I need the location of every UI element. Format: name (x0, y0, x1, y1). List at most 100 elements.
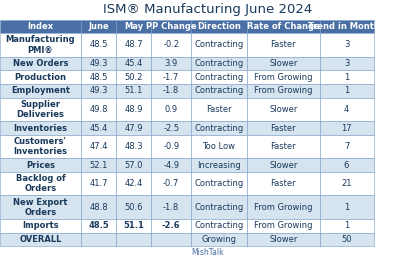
Bar (247, 121, 320, 135)
Text: Supplier
Deliveries: Supplier Deliveries (17, 100, 64, 119)
Text: June: June (88, 22, 109, 31)
Bar (0, 158, 81, 172)
Bar (0, 135, 81, 158)
Bar (0, 84, 81, 98)
Bar (81, 196, 116, 219)
Bar (151, 121, 191, 135)
Bar (151, 98, 191, 121)
Bar (151, 33, 191, 57)
Text: Faster: Faster (271, 41, 296, 49)
Bar (247, 196, 320, 219)
Bar (191, 70, 247, 84)
Text: OVERALL: OVERALL (19, 235, 62, 244)
Text: Faster: Faster (271, 179, 296, 188)
Bar (116, 135, 151, 158)
Text: Contracting: Contracting (194, 86, 244, 95)
Text: 1: 1 (344, 86, 349, 95)
Text: 4: 4 (344, 105, 349, 114)
Text: Imports: Imports (22, 221, 59, 230)
Bar (0, 70, 81, 84)
Text: From Growing: From Growing (254, 203, 312, 212)
Bar (320, 33, 374, 57)
Text: 48.8: 48.8 (89, 203, 108, 212)
Bar (247, 57, 320, 70)
Bar (116, 84, 151, 98)
Text: 47.9: 47.9 (124, 124, 143, 133)
Text: 49.8: 49.8 (89, 105, 108, 114)
Text: MishTalk: MishTalk (191, 248, 224, 257)
Text: Contracting: Contracting (194, 179, 244, 188)
Text: 41.7: 41.7 (89, 179, 108, 188)
Bar (151, 158, 191, 172)
Bar (320, 219, 374, 233)
Bar (247, 135, 320, 158)
Bar (0, 57, 81, 70)
Text: Increasing: Increasing (197, 161, 241, 170)
Text: 3.9: 3.9 (165, 59, 178, 68)
Bar (247, 158, 320, 172)
Text: Slower: Slower (269, 235, 298, 244)
Text: Faster: Faster (271, 142, 296, 151)
Bar (320, 158, 374, 172)
Text: Employment: Employment (11, 86, 70, 95)
Text: -4.9: -4.9 (163, 161, 179, 170)
Bar (116, 121, 151, 135)
Bar (0, 121, 81, 135)
Text: Slower: Slower (269, 105, 298, 114)
Bar (81, 20, 116, 33)
Text: From Growing: From Growing (254, 86, 312, 95)
Bar (151, 70, 191, 84)
Bar (151, 84, 191, 98)
Bar (81, 233, 116, 246)
Bar (151, 219, 191, 233)
Bar (320, 20, 374, 33)
Bar (320, 196, 374, 219)
Bar (0, 33, 81, 57)
Bar (151, 57, 191, 70)
Text: Backlog of
Orders: Backlog of Orders (16, 174, 65, 193)
Bar (191, 121, 247, 135)
Bar (116, 158, 151, 172)
Bar (191, 84, 247, 98)
Text: Contracting: Contracting (194, 59, 244, 68)
Bar (116, 98, 151, 121)
Text: 47.4: 47.4 (89, 142, 108, 151)
Text: Customers'
Inventories: Customers' Inventories (13, 137, 68, 156)
Bar (151, 233, 191, 246)
Bar (191, 158, 247, 172)
Bar (320, 172, 374, 196)
Bar (191, 135, 247, 158)
Text: Index: Index (27, 22, 54, 31)
Text: 48.7: 48.7 (124, 41, 143, 49)
Text: 50.6: 50.6 (124, 203, 143, 212)
Text: Contracting: Contracting (194, 41, 244, 49)
Bar (116, 20, 151, 33)
Bar (81, 98, 116, 121)
Text: 51.1: 51.1 (123, 221, 144, 230)
Bar (0, 219, 81, 233)
Bar (191, 33, 247, 57)
Text: Inventories: Inventories (13, 124, 68, 133)
Text: -2.6: -2.6 (162, 221, 181, 230)
Text: -0.2: -0.2 (163, 41, 179, 49)
Text: May: May (124, 22, 144, 31)
Bar (116, 57, 151, 70)
Bar (320, 70, 374, 84)
Text: 17: 17 (341, 124, 352, 133)
Text: 1: 1 (344, 73, 349, 82)
Bar (151, 135, 191, 158)
Text: 49.3: 49.3 (89, 86, 108, 95)
Bar (81, 219, 116, 233)
Bar (191, 233, 247, 246)
Text: Contracting: Contracting (194, 221, 244, 230)
Bar (247, 219, 320, 233)
Bar (116, 233, 151, 246)
Bar (116, 70, 151, 84)
Text: ISM® Manufacturing June 2024: ISM® Manufacturing June 2024 (103, 3, 312, 16)
Text: -2.5: -2.5 (163, 124, 179, 133)
Text: 48.5: 48.5 (88, 221, 109, 230)
Bar (247, 33, 320, 57)
Bar (247, 20, 320, 33)
Text: From Growing: From Growing (254, 221, 312, 230)
Text: 49.3: 49.3 (89, 59, 108, 68)
